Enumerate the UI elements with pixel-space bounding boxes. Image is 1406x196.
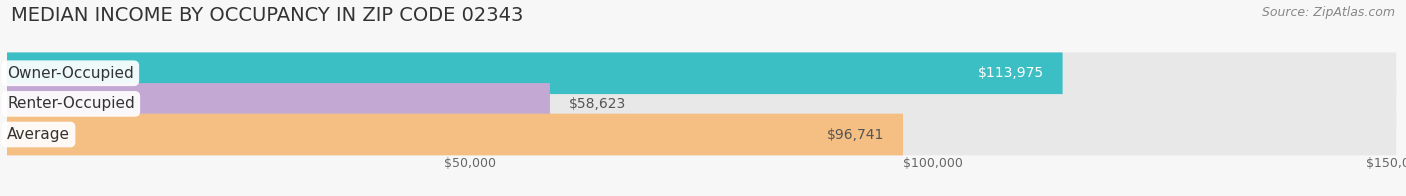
Text: Source: ZipAtlas.com: Source: ZipAtlas.com (1261, 6, 1395, 19)
Text: $58,623: $58,623 (568, 97, 626, 111)
FancyBboxPatch shape (7, 83, 550, 125)
Text: Renter-Occupied: Renter-Occupied (7, 96, 135, 111)
Text: MEDIAN INCOME BY OCCUPANCY IN ZIP CODE 02343: MEDIAN INCOME BY OCCUPANCY IN ZIP CODE 0… (11, 6, 523, 25)
FancyBboxPatch shape (7, 83, 1396, 125)
FancyBboxPatch shape (7, 53, 1396, 94)
Text: Average: Average (7, 127, 70, 142)
Text: Owner-Occupied: Owner-Occupied (7, 66, 134, 81)
FancyBboxPatch shape (7, 53, 1063, 94)
Text: $113,975: $113,975 (979, 66, 1045, 80)
FancyBboxPatch shape (7, 114, 903, 155)
FancyBboxPatch shape (7, 114, 1396, 155)
Text: $96,741: $96,741 (827, 128, 884, 142)
